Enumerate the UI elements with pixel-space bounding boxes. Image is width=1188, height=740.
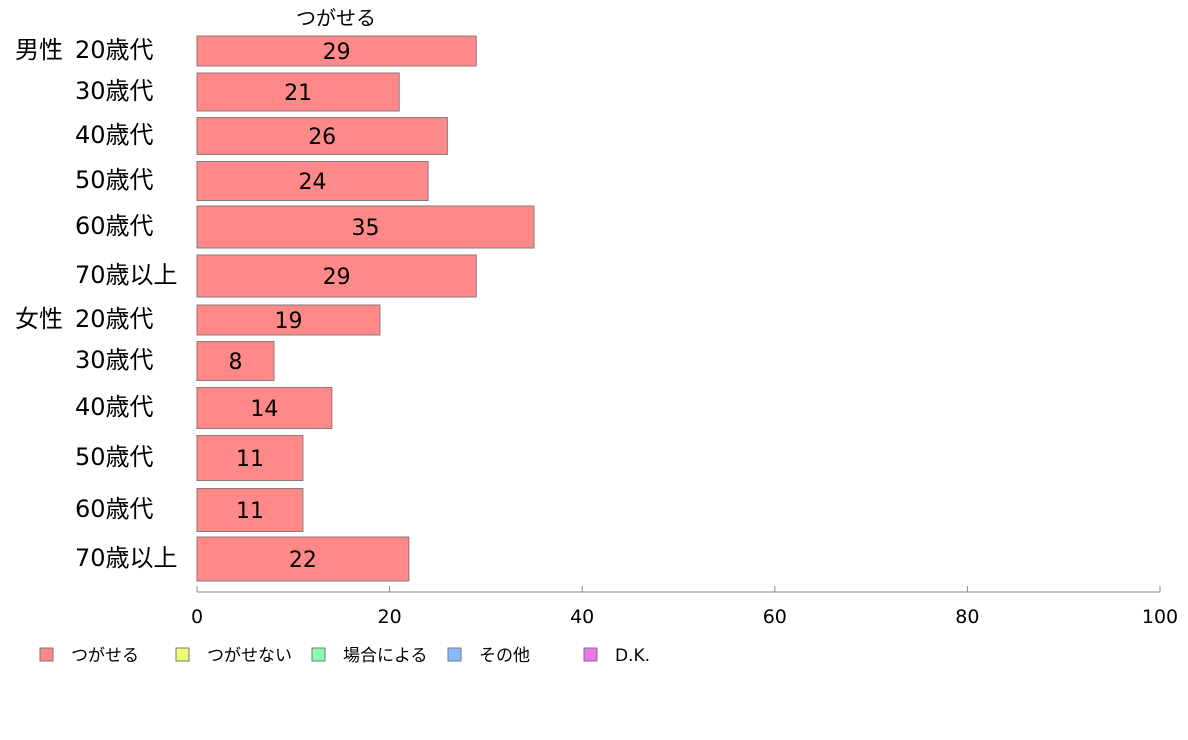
legend-swatch (311, 647, 326, 662)
x-tick-label: 80 (955, 606, 979, 628)
data-label: 29 (323, 265, 351, 290)
x-tick-label: 0 (191, 606, 203, 628)
data-label: 14 (250, 397, 278, 422)
category-label: 70歳以上 (75, 544, 178, 572)
category-label: 60歳代 (75, 212, 154, 240)
legend-label: 場合による (343, 646, 428, 666)
legend-label: つがせない (207, 646, 292, 666)
data-label: 24 (299, 170, 327, 195)
legend-swatch (175, 647, 190, 662)
legend: つがせる つがせない 場合による その他 D.K. (39, 646, 650, 666)
legend-swatch (447, 647, 462, 662)
category-label: 30歳代 (75, 77, 154, 105)
bar (196, 304, 381, 336)
category-label: 20歳代 (75, 305, 154, 333)
data-label: 8 (229, 350, 243, 375)
category-label: 70歳以上 (75, 261, 178, 289)
data-label: 11 (236, 499, 264, 524)
bar (196, 35, 477, 67)
category-label: 40歳代 (75, 393, 154, 421)
data-label: 11 (236, 447, 264, 472)
data-label: 22 (289, 548, 317, 573)
data-label: 35 (352, 216, 380, 241)
category-label: 50歳代 (75, 166, 154, 194)
legend-swatch (583, 647, 598, 662)
category-label: 40歳代 (75, 121, 154, 149)
bar (196, 488, 304, 532)
x-tick-label: 100 (1142, 606, 1178, 628)
category-label: 30歳代 (75, 346, 154, 374)
x-tick-label: 20 (378, 606, 402, 628)
x-tick-label: 40 (570, 606, 594, 628)
data-label: 26 (308, 125, 336, 150)
group-label: 女性 (15, 305, 63, 333)
data-label: 19 (274, 309, 302, 334)
bar (196, 536, 410, 582)
data-label: 21 (284, 81, 312, 106)
bar (196, 254, 477, 298)
legend-label: つがせる (71, 646, 139, 666)
category-label: 20歳代 (75, 36, 154, 64)
bar (196, 117, 448, 155)
bar (196, 435, 304, 481)
bar (196, 72, 400, 112)
bar (196, 205, 535, 249)
series-header: つがせる (296, 6, 376, 30)
category-label: 50歳代 (75, 443, 154, 471)
legend-label: その他 (479, 646, 530, 666)
bar (196, 341, 275, 381)
x-axis: 0 20 40 60 80 100 (191, 586, 1178, 628)
data-label: 29 (323, 40, 351, 65)
bar (196, 387, 333, 429)
legend-label: D.K. (615, 646, 650, 666)
legend-swatch (39, 647, 54, 662)
category-label: 60歳代 (75, 495, 154, 523)
group-label: 男性 (15, 36, 63, 64)
bar (196, 161, 429, 201)
x-tick-label: 60 (763, 606, 787, 628)
